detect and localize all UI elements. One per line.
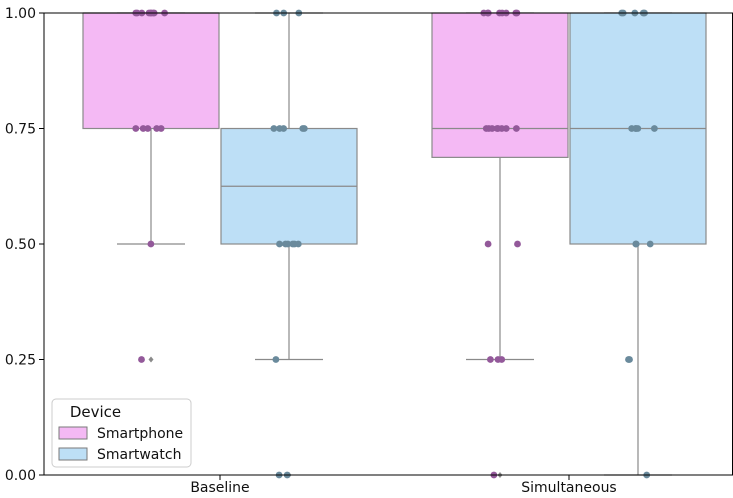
legend-title: Device xyxy=(70,403,121,421)
data-point xyxy=(632,240,640,248)
data-point xyxy=(147,240,155,248)
data-point xyxy=(276,125,283,132)
data-point xyxy=(139,125,147,132)
data-point xyxy=(138,356,145,363)
legend-label-smartphone: Smartphone xyxy=(97,426,183,442)
data-point xyxy=(502,125,510,132)
data-point xyxy=(276,240,283,248)
legend: Device Smartphone Smartwatch xyxy=(51,398,192,468)
box-smartphone-simultaneous xyxy=(431,12,569,478)
data-point xyxy=(488,125,496,132)
y-tick-label: 1.00 xyxy=(5,6,36,22)
legend-swatch-smartwatch xyxy=(58,447,88,461)
data-point xyxy=(625,356,632,363)
legend-label-smartwatch: Smartwatch xyxy=(97,447,181,463)
data-point xyxy=(646,240,654,248)
box-iqr xyxy=(431,12,569,158)
box-smartwatch-baseline xyxy=(220,12,358,478)
x-tick-label: Baseline xyxy=(190,480,249,496)
data-point xyxy=(513,125,520,132)
y-tick-label: 0.25 xyxy=(5,353,36,369)
x-tick-label: Simultaneous xyxy=(521,480,616,496)
data-point xyxy=(487,356,494,363)
box-smartphone-baseline xyxy=(82,12,220,363)
data-point xyxy=(498,356,506,363)
y-tick-label: 0.00 xyxy=(5,468,36,484)
data-point xyxy=(632,125,640,132)
data-point xyxy=(484,240,492,248)
data-point xyxy=(291,240,298,248)
data-point xyxy=(514,240,521,248)
outlier-marker xyxy=(148,356,154,363)
data-point xyxy=(493,125,501,132)
y-tick-label: 0.75 xyxy=(5,122,36,138)
legend-swatch-smartphone xyxy=(58,426,88,440)
data-point xyxy=(299,125,307,132)
data-point xyxy=(270,125,278,132)
data-point xyxy=(282,240,289,248)
data-point xyxy=(153,125,161,132)
box-iqr xyxy=(82,12,220,130)
data-point xyxy=(651,125,658,132)
data-point xyxy=(132,125,140,132)
data-point xyxy=(272,356,280,363)
y-tick-label: 0.50 xyxy=(5,237,36,253)
